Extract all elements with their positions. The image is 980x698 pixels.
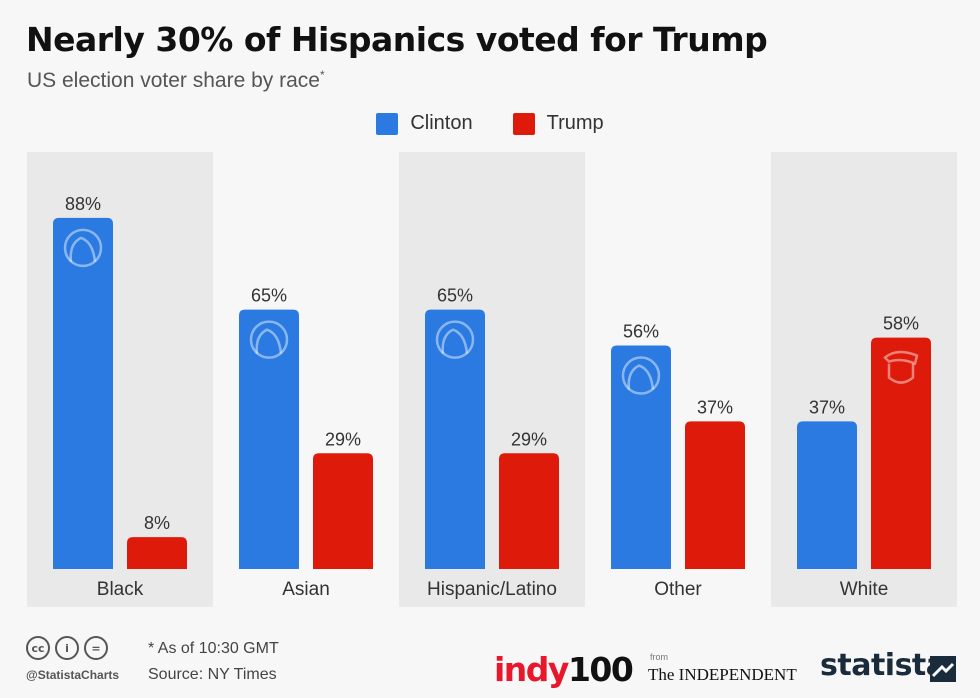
page-subtitle: US election voter share by race* [27,68,325,93]
data-label-trump-white: 58% [883,314,919,334]
bar-clinton-white[interactable] [797,421,857,569]
attribution-icon: i [55,636,79,660]
data-label-clinton-asian: 65% [251,286,287,306]
bar-clinton-other[interactable] [611,345,671,569]
clinton-face-icon [435,320,475,359]
legend: Clinton Trump [0,112,980,135]
data-label-clinton-black: 88% [65,194,101,214]
legend-item-clinton: Clinton [376,112,473,135]
indy100-logo[interactable]: indy100 [494,650,634,689]
bar-trump-white[interactable] [871,337,931,569]
bar-clinton-asian[interactable] [239,309,299,569]
category-label-asian: Asian [282,579,330,600]
cc-icon: cc [26,636,50,660]
data-label-trump-hispanic-latino: 29% [511,429,547,449]
bar-trump-hispanic-latino[interactable] [499,453,559,569]
independent-logo[interactable]: The INDEPENDENT [648,665,797,684]
data-label-trump-other: 37% [697,397,733,417]
category-label-white: White [840,579,889,600]
footnote: * As of 10:30 GMT [148,640,279,657]
clinton-face-icon [63,228,103,268]
statista-mark-icon [930,656,956,682]
trump-face-icon [883,350,919,384]
from-label: from [650,652,668,662]
subtitle-footnote-mark: * [319,68,325,82]
legend-label-clinton: Clinton [410,112,473,134]
clinton-face-icon [621,356,661,395]
legend-swatch-clinton [376,112,399,135]
bar-clinton-hispanic-latino[interactable] [425,309,485,569]
bar-chart: 88% 8% Black 65% 29% Asian 65% 29% Hispanic/Lati… [27,152,957,607]
clinton-face-icon [249,320,289,359]
subtitle-text: US election voter share by race [27,69,320,92]
data-label-trump-asian: 29% [325,429,361,449]
data-label-clinton-white: 37% [809,397,845,417]
category-label-hispanic-latino: Hispanic/Latino [427,579,557,600]
statista-handle[interactable]: @StatistaCharts [26,668,120,682]
legend-item-trump: Trump [512,112,604,135]
data-label-clinton-hispanic-latino: 65% [437,286,473,306]
data-label-trump-black: 8% [144,513,170,533]
legend-swatch-trump [512,112,535,135]
bar-trump-asian[interactable] [313,453,373,569]
category-label-other: Other [654,579,702,600]
bar-trump-other[interactable] [685,421,745,569]
no-derivatives-icon: = [84,636,108,660]
statista-logo[interactable]: statista [820,648,946,683]
source-note: Source: NY Times [148,666,277,683]
legend-label-trump: Trump [546,112,604,134]
category-label-black: Black [97,579,144,600]
bar-trump-black[interactable] [127,537,187,569]
indy-text: indy [494,650,569,689]
bar-clinton-black[interactable] [53,217,113,569]
indy-number: 100 [567,650,634,689]
data-label-clinton-other: 56% [623,322,659,342]
page-title: Nearly 30% of Hispanics voted for Trump [26,20,768,59]
license-icons: cc i = [26,636,108,660]
